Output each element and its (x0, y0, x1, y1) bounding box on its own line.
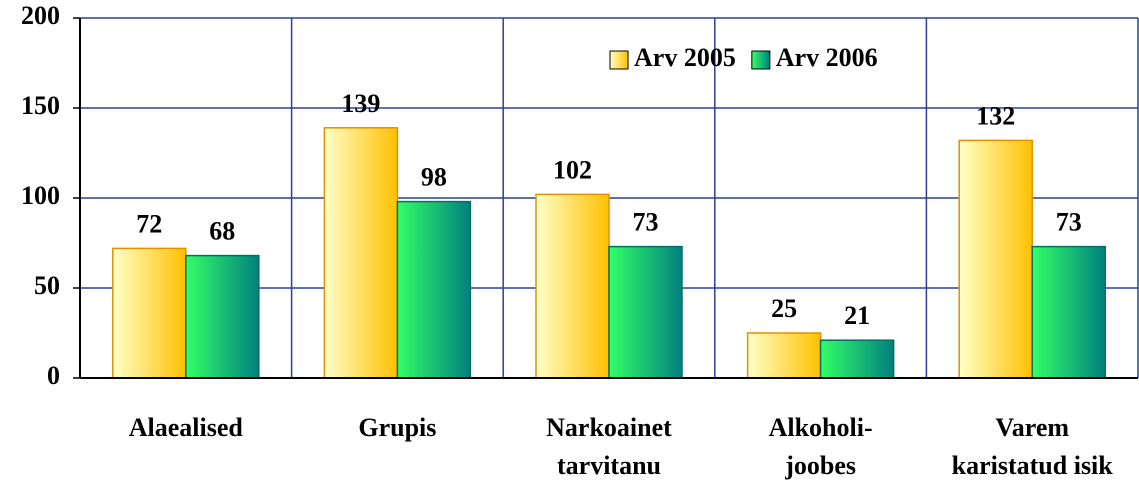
value-label: 73 (633, 208, 659, 237)
x-tick-label: Varem karistatud isik (952, 413, 1114, 480)
value-label: 25 (771, 294, 797, 323)
legend-swatch (609, 50, 629, 70)
value-label: 73 (1056, 208, 1082, 237)
bar (185, 254, 260, 379)
value-label: 132 (976, 101, 1015, 130)
bar (958, 139, 1033, 379)
y-tick-label: 150 (21, 91, 60, 120)
x-tick-label: Narkoainet tarvitanu (546, 413, 672, 480)
legend-swatch (751, 50, 771, 70)
x-tick-label: Grupis (358, 413, 436, 442)
bar (323, 127, 399, 379)
x-tick-label: Alkoholi-joobes (769, 413, 873, 480)
bar (112, 247, 187, 379)
legend-label: Arv 2006 (776, 43, 878, 72)
value-label: 98 (421, 163, 447, 192)
y-tick-label: 100 (21, 181, 60, 210)
y-tick-label: 0 (47, 361, 60, 390)
y-tick-label: 200 (21, 1, 60, 30)
x-tick-label: Alaealised (129, 413, 244, 442)
value-label: 102 (553, 155, 592, 184)
legend-label: Arv 2005 (634, 43, 736, 72)
bar (396, 200, 472, 379)
bar (535, 193, 610, 379)
bar (1031, 245, 1106, 379)
bar (819, 339, 895, 379)
value-label: 72 (136, 209, 162, 238)
bar (608, 245, 683, 379)
y-tick-label: 50 (34, 271, 60, 300)
value-label: 68 (209, 217, 235, 246)
value-label: 139 (341, 89, 380, 118)
value-label: 21 (844, 301, 870, 330)
bar (746, 332, 822, 379)
